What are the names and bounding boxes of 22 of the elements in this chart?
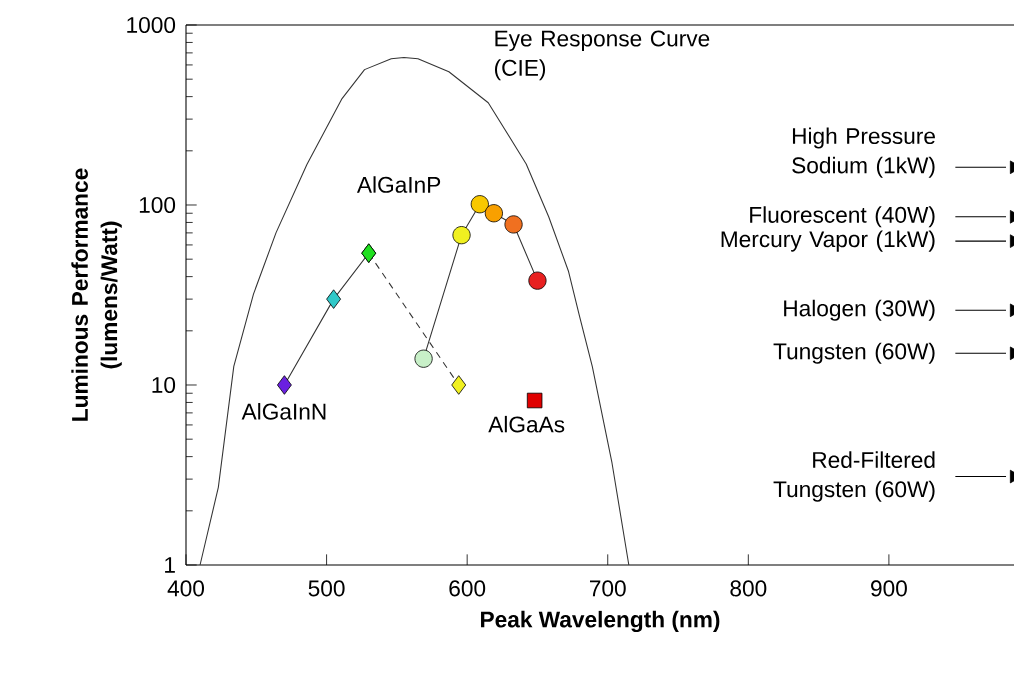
- series-label: Eye Response Curve (CIE): [494, 30, 710, 81]
- y-tick-label: 1: [165, 557, 175, 573]
- x-tick-label: 600: [449, 580, 486, 597]
- y-tick-label: 100: [139, 196, 176, 214]
- y-axis-title: Luminous Performance (lumens/Watt): [71, 168, 122, 421]
- series-label: AlGaInP: [356, 176, 441, 193]
- x-axis-title: Peak Wavelength (nm): [481, 610, 720, 633]
- y-tick-label: 1000: [127, 16, 176, 34]
- legend-label: Halogen (30W): [784, 299, 935, 321]
- series-label: AlGaInN: [241, 403, 326, 420]
- x-tick-label: 800: [730, 580, 767, 597]
- x-tick-label: 700: [590, 580, 626, 597]
- y-tick-label: 10: [152, 376, 176, 394]
- x-tick-label: 900: [871, 580, 907, 597]
- legend-label: Mercury Vapor (1kW): [721, 230, 935, 252]
- series-label: AlGaAs: [488, 415, 565, 433]
- legend-label: Fluorescent (40W): [750, 206, 935, 228]
- legend-label: Red-Filtered Tungsten (60W): [773, 451, 935, 502]
- legend-label: High Pressure Sodium (1kW): [792, 127, 935, 178]
- legend-label: Tungsten (60W): [773, 342, 935, 364]
- x-tick-label: 500: [308, 580, 345, 597]
- x-tick-label: 400: [167, 580, 205, 597]
